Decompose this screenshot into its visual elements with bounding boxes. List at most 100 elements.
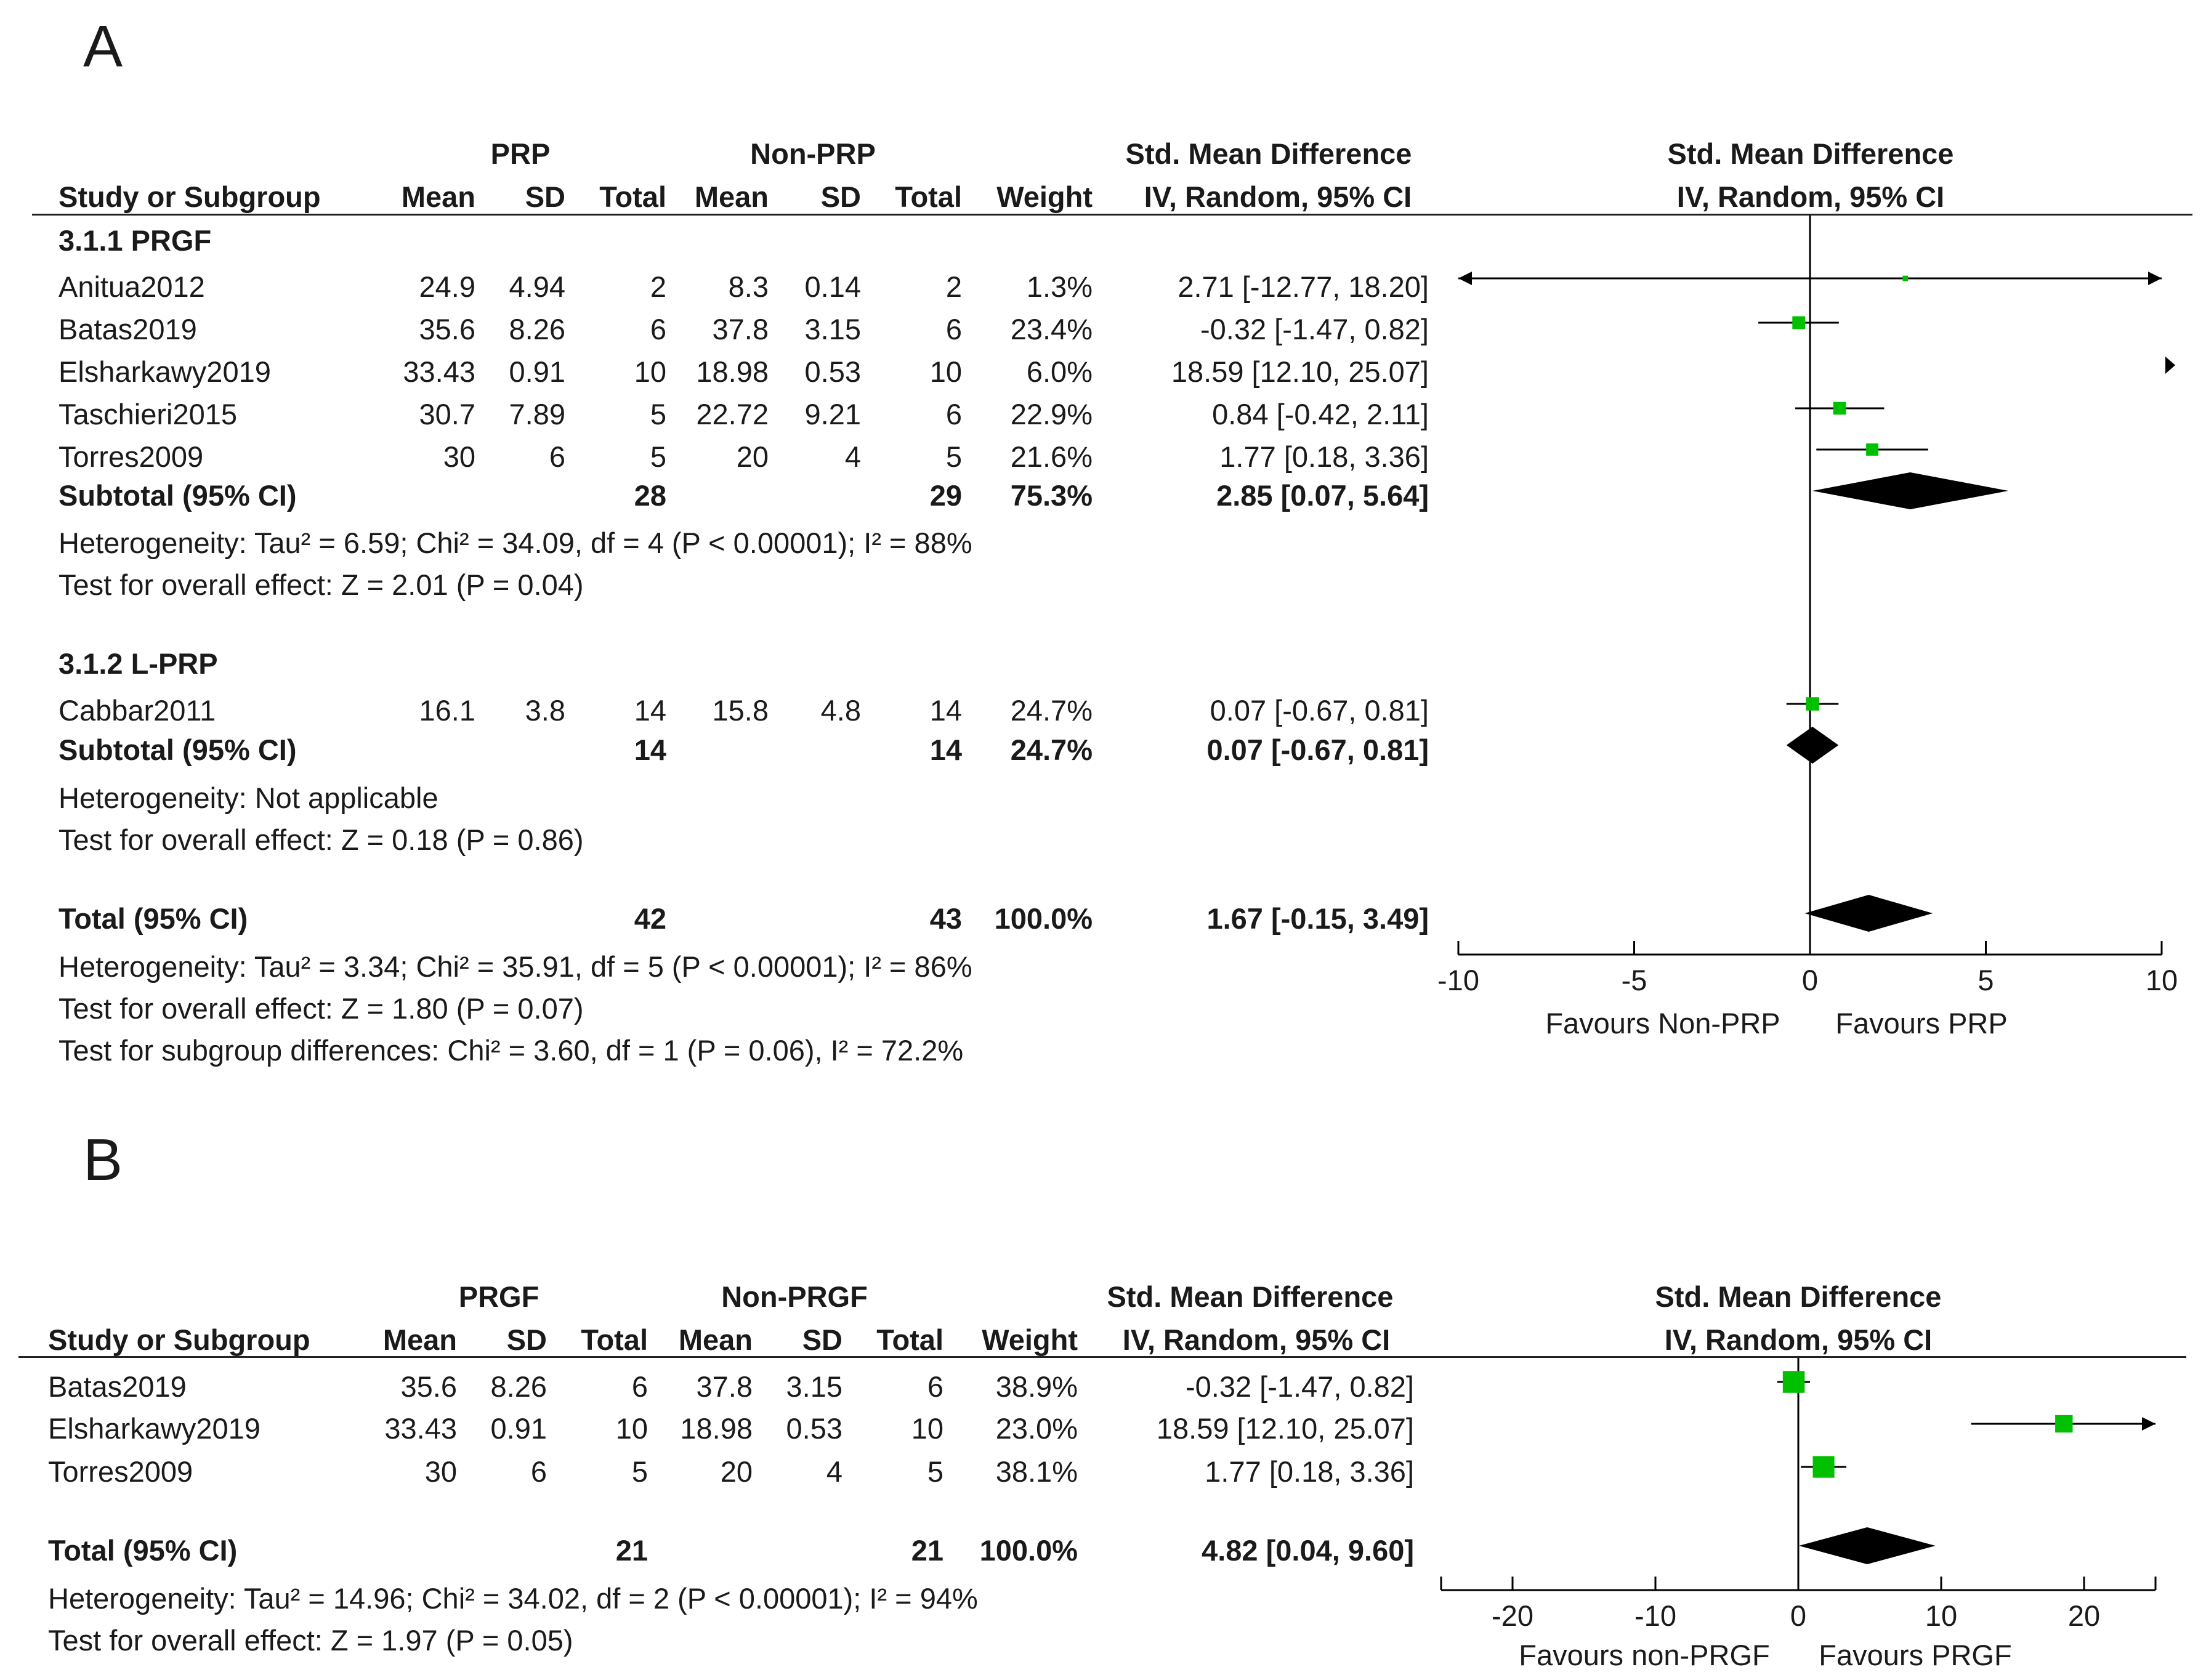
panel-b-total-heterogeneity: Heterogeneity: Tau² = 14.96; Chi² = 34.0…	[48, 1582, 978, 1615]
study-total-1: 2	[650, 270, 666, 303]
panel-a-total-n1: 42	[634, 902, 666, 935]
study-total-1: 6	[650, 313, 666, 345]
study-sd-2: 3.15	[804, 313, 861, 345]
panel-b-col-total1: Total	[581, 1323, 648, 1356]
study-weight: 24.7%	[1010, 694, 1093, 727]
study-sd-2: 4	[826, 1455, 842, 1488]
study-sd-2: 0.53	[804, 355, 861, 388]
study-mean-2: 37.8	[696, 1370, 753, 1403]
panel-b-total-n1: 21	[615, 1534, 648, 1567]
study-mean-1: 30	[424, 1455, 457, 1488]
panel-b-effect-header-2: IV, Random, 95% CI	[1122, 1323, 1391, 1356]
panel-a-total-n2: 43	[929, 902, 962, 935]
study-mean-1: 35.6	[400, 1370, 457, 1403]
study-mean-2: 37.8	[712, 313, 769, 345]
study-sd-1: 4.94	[509, 270, 565, 303]
x-tick-label: 20	[2068, 1599, 2100, 1632]
study-name: Cabbar2011	[59, 694, 216, 727]
study-weight: 38.9%	[995, 1370, 1078, 1403]
panel-b-col-mean2: Mean	[678, 1323, 753, 1356]
x-tick-label: 10	[1925, 1599, 1957, 1632]
point-estimate	[1866, 443, 1879, 456]
panel-a-col-mean2: Mean	[694, 180, 769, 213]
panel-a-col-total1: Total	[599, 180, 666, 213]
study-mean-1: 33.43	[384, 1412, 457, 1445]
study-name: Taschieri2015	[59, 398, 238, 430]
panel-a-subgroup-differences: Test for subgroup differences: Chi² = 3.…	[59, 1034, 964, 1067]
panel-a-total-label: Total (95% CI)	[59, 902, 248, 935]
point-estimate	[1782, 1371, 1805, 1393]
x-tick-label: -20	[1492, 1599, 1533, 1632]
panel-a-group2-header: Non-PRP	[750, 137, 876, 170]
study-mean-1: 33.43	[403, 355, 475, 388]
panel-a-subtotal-2-weight: 24.7%	[1010, 733, 1093, 766]
panel-b-total-overall: Test for overall effect: Z = 1.97 (P = 0…	[48, 1624, 573, 1657]
study-sd-2: 4.8	[820, 694, 861, 727]
panel-a-col-mean1: Mean	[401, 180, 475, 213]
study-name: Anitua2012	[59, 270, 205, 303]
panel-a-total-overall: Test for overall effect: Z = 1.80 (P = 0…	[59, 992, 584, 1025]
x-tick-label: -10	[1634, 1599, 1676, 1632]
study-total-1: 10	[634, 355, 666, 388]
panel-a-favours-right: Favours PRP	[1835, 1007, 2008, 1040]
study-weight: 6.0%	[1026, 355, 1093, 388]
study-total-1: 5	[650, 440, 666, 473]
study-sd-2: 3.15	[786, 1370, 842, 1403]
panel-b-total-n2: 21	[911, 1534, 943, 1567]
panel-a-plot-header-1: Std. Mean Difference	[1667, 137, 1954, 170]
study-total-2: 6	[945, 313, 962, 345]
panel-b-col-sd2: SD	[802, 1323, 842, 1356]
study-sd-1: 0.91	[490, 1412, 547, 1445]
panel-a-effect-header-2: IV, Random, 95% CI	[1144, 180, 1412, 213]
study-effect-ci: 0.07 [-0.67, 0.81]	[1210, 694, 1429, 727]
study-name: Torres2009	[48, 1455, 193, 1488]
panel-a-col-sd2: SD	[820, 180, 861, 213]
panel-a-col-study: Study or Subgroup	[59, 180, 321, 213]
study-total-1: 6	[631, 1370, 648, 1403]
panel-a-letter: A	[83, 14, 123, 79]
panel-a-subtotal-2-ci: 0.07 [-0.67, 0.81]	[1206, 733, 1429, 766]
pooled-diamond	[1798, 1527, 1936, 1564]
study-total-2: 6	[927, 1370, 943, 1403]
study-weight: 38.1%	[995, 1455, 1078, 1488]
study-mean-2: 18.98	[680, 1412, 753, 1445]
study-effect-ci: 1.77 [0.18, 3.36]	[1205, 1455, 1414, 1488]
panel-b-total-weight: 100.0%	[979, 1534, 1078, 1567]
panel-a-group1-header: PRP	[490, 137, 551, 170]
study-name: Batas2019	[48, 1370, 187, 1403]
point-estimate	[1902, 275, 1909, 281]
panel-a-subgroup-2-heterogeneity: Heterogeneity: Not applicable	[59, 781, 438, 814]
study-sd-2: 4	[844, 440, 861, 473]
study-mean-2: 18.98	[696, 355, 769, 388]
panel-a-subgroup-2-overall: Test for overall effect: Z = 0.18 (P = 0…	[59, 823, 584, 856]
panel-a-subtotal-1-n1: 28	[634, 479, 666, 512]
study-effect-ci: -0.32 [-1.47, 0.82]	[1200, 313, 1429, 345]
panel-a-subgroup-1-title: 3.1.1 PRGF	[59, 224, 212, 257]
point-estimate	[1792, 316, 1806, 329]
study-total-2: 2	[945, 270, 962, 303]
study-mean-1: 16.1	[419, 694, 475, 727]
panel-a-col-weight: Weight	[996, 180, 1093, 213]
panel-b-group1-header: PRGF	[458, 1280, 539, 1313]
study-sd-1: 6	[530, 1455, 547, 1488]
panel-b-letter: B	[83, 1127, 123, 1193]
study-total-2: 10	[929, 355, 962, 388]
study-effect-ci: 18.59 [12.10, 25.07]	[1171, 355, 1429, 388]
panel-a-favours-left: Favours Non-PRP	[1545, 1007, 1780, 1040]
panel-a-col-sd1: SD	[525, 180, 565, 213]
panel-b-group2-header: Non-PRGF	[721, 1280, 868, 1313]
point-estimate	[1833, 402, 1846, 415]
panel-b-plot-header-2: IV, Random, 95% CI	[1664, 1323, 1933, 1356]
panel-b-header-rule	[18, 1356, 2186, 1358]
study-total-2: 6	[945, 398, 962, 430]
study-weight: 23.0%	[995, 1412, 1078, 1445]
panel-a-subtotal-2-n1: 14	[634, 733, 666, 766]
study-effect-ci: 0.84 [-0.42, 2.11]	[1212, 398, 1429, 430]
study-mean-1: 24.9	[419, 270, 475, 303]
x-tick-label: 10	[2146, 964, 2178, 996]
panel-a-total-weight: 100.0%	[994, 902, 1093, 935]
panel-a-subgroup-1-overall: Test for overall effect: Z = 2.01 (P = 0…	[59, 568, 584, 601]
panel-a-header-rule	[32, 214, 2192, 216]
study-weight: 23.4%	[1010, 313, 1093, 345]
